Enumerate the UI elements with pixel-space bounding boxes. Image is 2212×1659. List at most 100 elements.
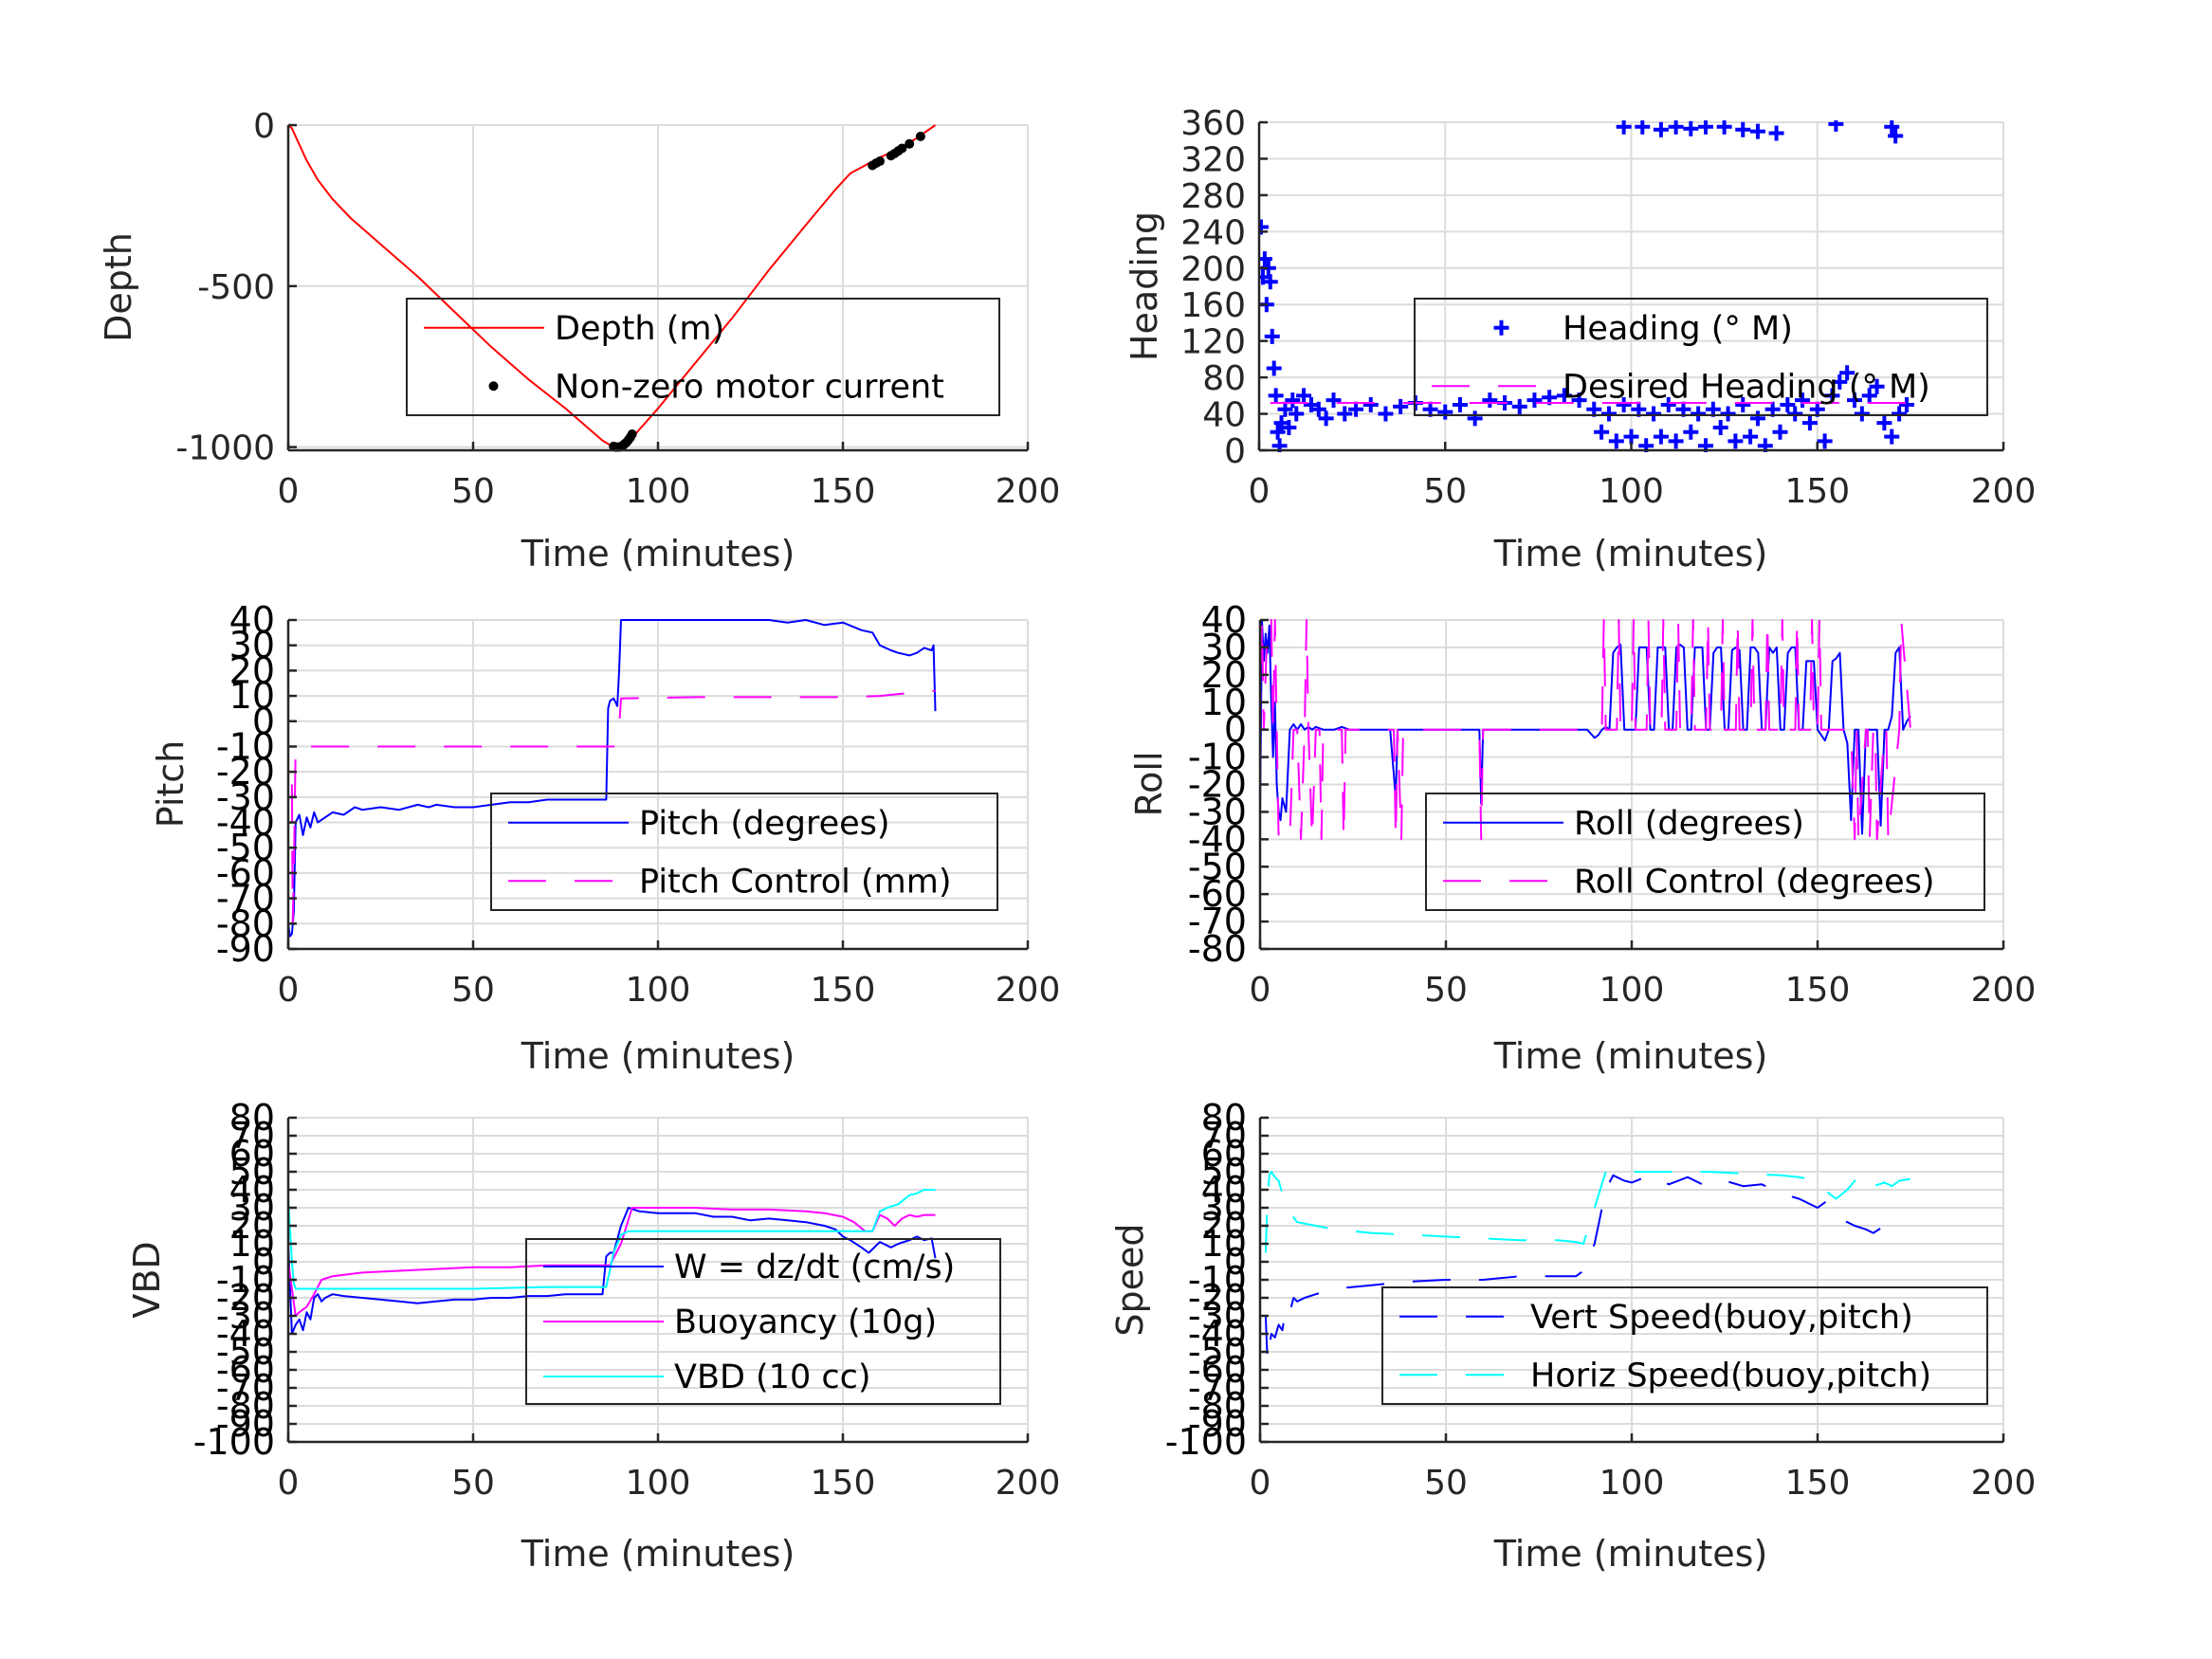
speed-ytick-label: -70 (1188, 1367, 1247, 1409)
heading-legend: Heading (° M) Desired Heading (° M) (1414, 298, 1988, 416)
speed-ytick-label: -80 (1188, 1385, 1247, 1427)
vbd-ytick-label: 20 (229, 1205, 275, 1247)
roll-legend-label: Roll (degrees) (1574, 805, 1804, 843)
speed-ytick-label: -50 (1188, 1331, 1247, 1373)
heading-data-point (1728, 433, 1744, 449)
depth-xtick-label: 150 (811, 472, 876, 511)
heading-ylabel: Heading (1124, 211, 1165, 361)
roll-ytick-label: 20 (1201, 654, 1247, 696)
depth-xlabel: Time (minutes) (521, 533, 795, 574)
pitch-ytick-label: -50 (216, 827, 275, 868)
roll-plot-area (1260, 619, 1911, 841)
heading-data-point (1270, 424, 1286, 440)
pitch-ytick-label: -80 (216, 902, 275, 944)
vbd-ytick-label: -10 (216, 1259, 275, 1301)
roll-ytick-label: -60 (1188, 873, 1247, 915)
heading-data-point (1437, 404, 1453, 420)
vbd-xtick-label: 50 (451, 1464, 495, 1503)
depth-legend-swatch (488, 381, 499, 392)
roll-ytick-label: -50 (1188, 846, 1247, 887)
heading-data-point (1824, 388, 1840, 404)
pitch-ytick-label: 0 (252, 701, 275, 742)
vbd-legend-label: VBD (10 cc) (674, 1358, 871, 1396)
depth-ylabel: Depth (98, 232, 139, 342)
heading-data-point (1277, 401, 1293, 417)
speed-ytick-label: -40 (1188, 1313, 1247, 1355)
vbd-legend-box (525, 1238, 1001, 1405)
roll-legend: Roll (degrees) Roll Control (degrees) (1425, 793, 1985, 911)
depth-xtick-label: 100 (626, 472, 691, 511)
heading-data-point (1817, 433, 1833, 449)
depth-xtick-label: 50 (451, 472, 495, 511)
heading-data-point (1526, 392, 1543, 409)
heading-data-point (1801, 415, 1818, 431)
depth-ytick-label: -500 (197, 268, 275, 307)
heading-data-point (1668, 120, 1684, 135)
heading-ytick-label: 120 (1180, 323, 1246, 362)
heading-data-point (1743, 428, 1759, 445)
roll-ytick-label: -10 (1188, 737, 1247, 778)
speed-ytick-label: 50 (1201, 1151, 1247, 1193)
heading-data-point (1839, 365, 1856, 381)
vbd-ytick-label: 70 (229, 1115, 275, 1157)
heading-data-point (1768, 125, 1784, 141)
heading-data-point (1266, 360, 1282, 376)
heading-data-point (1646, 406, 1662, 422)
speed-ytick-label: -60 (1188, 1349, 1247, 1391)
depth-data-point (875, 156, 885, 167)
speed-ytick-label: -10 (1188, 1259, 1247, 1301)
heading-data-point (1635, 120, 1651, 135)
heading-data-point (1884, 120, 1900, 135)
speed-ytick-label: -100 (1165, 1421, 1247, 1463)
pitch-ytick-label: -60 (216, 852, 275, 894)
speed-ytick-label: -20 (1188, 1277, 1247, 1319)
heading-data-point (1683, 424, 1699, 440)
heading-data-point (1393, 398, 1409, 414)
roll-ytick-label: -30 (1188, 791, 1247, 832)
speed-series-horiz-speed-buoy-pitch (1264, 1171, 1911, 1253)
vbd-legend-label: Buoyancy (10g) (674, 1304, 937, 1341)
roll-xtick-label: 200 (1971, 971, 2037, 1010)
heading-data-point (1847, 392, 1862, 409)
depth-ytick-label: 0 (253, 107, 275, 146)
heading-data-point (1262, 274, 1278, 290)
heading-data-point (1281, 419, 1297, 435)
heading-xtick-label: 100 (1599, 472, 1664, 511)
roll-legend-label: Roll Control (degrees) (1574, 863, 1935, 901)
pitch-xtick-label: 100 (626, 971, 691, 1010)
roll-ytick-label: 30 (1201, 627, 1247, 668)
depth-legend-box (406, 298, 1000, 416)
heading-data-point (1623, 428, 1639, 445)
heading-data-point (1482, 392, 1498, 409)
vbd-xtick-label: 100 (626, 1464, 691, 1503)
vbd-ytick-label: -80 (216, 1385, 275, 1427)
pitch-ytick-label: 20 (229, 649, 275, 691)
pitch-xtick-label: 200 (996, 971, 1061, 1010)
depth-data-point (897, 143, 907, 154)
roll-xtick-label: 50 (1424, 971, 1468, 1010)
vbd-ytick-label: -40 (216, 1313, 275, 1355)
vbd-series-w-dz-dt-cm-s (288, 1207, 937, 1335)
heading-data-point (1869, 378, 1885, 394)
heading-data-point (1876, 415, 1892, 431)
heading-data-point (1616, 396, 1632, 412)
pitch-legend-label: Pitch Control (mm) (639, 863, 951, 901)
heading-data-point (1861, 388, 1877, 404)
vbd-ytick-label: -60 (216, 1349, 275, 1391)
heading-ytick-label: 160 (1180, 286, 1246, 325)
roll-ytick-label: 10 (1201, 682, 1247, 723)
heading-data-point (1310, 401, 1326, 417)
speed-ytick-label: -90 (1188, 1403, 1247, 1445)
vbd-ylabel: VBD (126, 1241, 168, 1318)
heading-data-point (1683, 120, 1699, 137)
roll-xtick-label: 0 (1250, 971, 1271, 1010)
speed-ytick-label: 30 (1201, 1187, 1247, 1229)
vbd-xtick-label: 200 (996, 1464, 1061, 1503)
heading-data-point (1735, 396, 1751, 412)
vbd-grid (287, 1117, 1029, 1443)
heading-data-point (1289, 406, 1305, 422)
pitch-ylabel: Pitch (150, 740, 192, 829)
heading-data-point (1716, 120, 1732, 135)
heading-data-point (1712, 419, 1728, 435)
